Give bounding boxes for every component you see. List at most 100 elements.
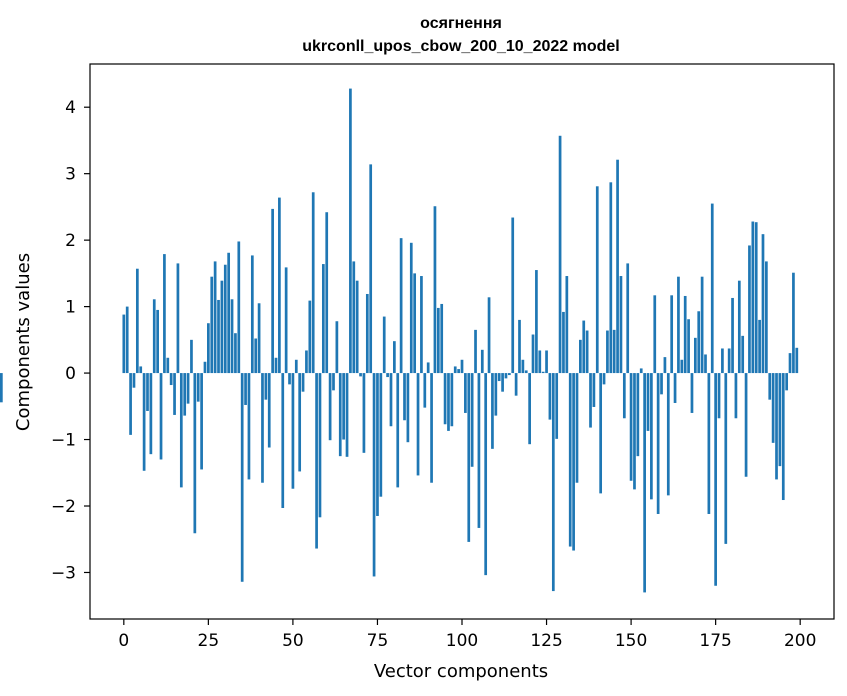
bar-194: [778, 373, 782, 467]
bar-90: [426, 362, 430, 374]
bar-125: [545, 350, 548, 374]
bar-31: [227, 252, 231, 374]
bar-109: [491, 373, 494, 449]
bar-119: [524, 370, 528, 374]
bar-114: [507, 373, 511, 376]
bar-39: [254, 338, 258, 374]
bar-53: [301, 373, 305, 392]
bar-163: [673, 373, 677, 403]
bar-61: [328, 373, 332, 441]
y-axis-ticks: −3 −2 −1 0 1 2 3 4: [51, 98, 90, 583]
bar-100: [460, 359, 464, 374]
bar-34: [237, 241, 241, 374]
y-tick-label: −3: [51, 563, 76, 583]
bar-62: [332, 373, 335, 391]
bar-43: [267, 373, 271, 448]
bar-70: [359, 373, 362, 377]
bar-24: [203, 361, 207, 374]
bar-193: [775, 373, 778, 480]
bar-64: [338, 373, 342, 457]
bar-110: [494, 373, 498, 416]
bar-170: [697, 311, 701, 374]
bar-196: [785, 373, 789, 391]
bar-80: [393, 341, 396, 374]
bar-9: [152, 299, 156, 374]
bar-76: [379, 373, 383, 497]
bar-14: [169, 373, 173, 386]
bar-166: [683, 295, 687, 374]
bar-137: [585, 330, 589, 374]
bar-174: [710, 203, 714, 374]
bar-101: [464, 373, 467, 413]
bar-150: [629, 373, 633, 481]
bar-71: [362, 373, 366, 453]
bar-7: [146, 373, 149, 411]
bar-143: [606, 330, 609, 374]
bar-164: [677, 276, 680, 374]
y-tick-label: 0: [65, 364, 76, 384]
bar-75: [376, 373, 379, 516]
bar-82: [399, 238, 403, 374]
x-axis-label: Vector components: [374, 661, 548, 682]
bar-141: [599, 373, 603, 494]
bar-48: [284, 267, 288, 374]
y-tick-label: 1: [65, 298, 76, 318]
bar-104: [474, 329, 477, 374]
bar-67: [349, 88, 352, 374]
bar-5: [139, 366, 143, 374]
bar-58: [318, 373, 322, 518]
bar-113: [504, 373, 508, 379]
bar-59: [321, 264, 325, 374]
bar-74: [372, 373, 376, 577]
bar-47: [281, 373, 285, 508]
bar-99: [457, 369, 460, 374]
bar-128: [555, 373, 559, 439]
bar-4: [135, 268, 139, 374]
bar-19: [186, 373, 190, 404]
bar-28: [217, 299, 220, 374]
bar-134: [575, 373, 579, 483]
bar-195: [781, 373, 785, 501]
bar-97: [450, 373, 454, 427]
x-tick-label: 150: [615, 631, 647, 651]
bar-77: [382, 316, 386, 374]
bar-133: [572, 373, 575, 551]
y-tick-label: 2: [65, 231, 76, 251]
bar-178: [724, 373, 728, 544]
bar-127: [551, 373, 555, 592]
bar-33: [234, 333, 237, 374]
bar-123: [538, 350, 542, 374]
bar-120: [528, 373, 531, 445]
bar-122: [535, 270, 538, 374]
chart-title: осягнення: [420, 15, 502, 32]
bar-26: [210, 276, 214, 374]
bar-172: [704, 354, 707, 374]
bar-36: [244, 373, 247, 405]
bar-105: [477, 373, 481, 528]
bar-84: [406, 373, 410, 443]
y-tick-label: 4: [65, 98, 76, 118]
bar-54: [305, 350, 308, 374]
bar-161: [666, 373, 670, 496]
bar-124: [541, 371, 545, 374]
bar-32: [230, 299, 234, 374]
bar-57: [315, 373, 318, 549]
bar-106: [480, 349, 484, 374]
bar-10: [156, 309, 159, 374]
bar-156: [650, 373, 653, 500]
bar-176: [717, 373, 721, 419]
x-tick-label: 25: [198, 631, 220, 651]
bar-65: [342, 373, 345, 440]
bar-132: [568, 373, 572, 547]
bar-18: [183, 373, 187, 416]
bar-184: [744, 373, 748, 477]
bar-169: [693, 337, 697, 374]
bar-115: [511, 217, 515, 374]
bar-undefined: [0, 373, 3, 403]
bar-183: [741, 335, 745, 374]
bar-17: [179, 373, 183, 488]
bar-38: [250, 255, 254, 374]
bar-63: [335, 321, 339, 374]
bar-126: [548, 373, 552, 420]
bar-188: [758, 319, 761, 374]
